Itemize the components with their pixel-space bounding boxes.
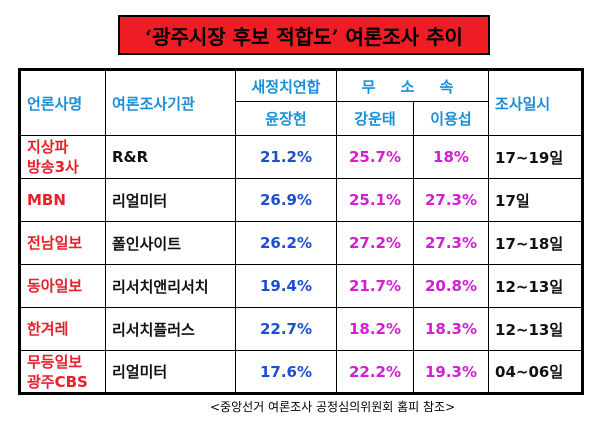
cell-lee: 27.3%: [412, 221, 490, 265]
header-candidate-kang: 강운태: [336, 101, 414, 136]
cell-date: 17일: [488, 178, 584, 222]
table-row: 한겨레 리서치플러스 22.7% 18.2% 18.3% 12~13일: [19, 307, 584, 351]
header-independent: 무 소 속: [335, 69, 490, 102]
cell-lee: 27.3%: [412, 178, 490, 222]
cell-lee: 20.8%: [412, 264, 490, 308]
cell-lee: 18.3%: [412, 307, 490, 351]
header-candidate-yoon: 윤장현: [235, 101, 337, 136]
cell-outlet: 전남일보: [19, 221, 106, 265]
source-note: <중앙선거 여론조사 공정심의위원회 홈피 참조>: [210, 400, 456, 414]
cell-yoon: 19.4%: [235, 264, 337, 308]
cell-yoon: 26.9%: [235, 178, 337, 222]
table-row: 지상파 방송3사 R&R 21.2% 25.7% 18% 17~19일: [19, 135, 584, 179]
cell-agency: 폴인사이트: [105, 221, 236, 265]
cell-outlet: MBN: [19, 178, 106, 222]
chart-title: ‘광주시장 후보 적합도’ 여론조사 추이: [118, 15, 490, 55]
cell-kang: 25.7%: [336, 135, 414, 179]
cell-kang: 18.2%: [336, 307, 414, 351]
header-date: 조사일시: [488, 69, 584, 136]
cell-yoon: 22.7%: [235, 307, 337, 351]
cell-kang: 27.2%: [336, 221, 414, 265]
cell-date: 17~19일: [488, 135, 584, 179]
cell-agency: 리서치플러스: [105, 307, 236, 351]
table-row: 무등일보 광주CBS 리얼미터 17.6% 22.2% 19.3% 04~06일: [19, 350, 584, 394]
cell-outlet: 지상파 방송3사: [19, 135, 106, 179]
cell-kang: 22.2%: [336, 350, 414, 394]
cell-lee: 18%: [412, 135, 490, 179]
cell-agency: 리얼미터: [105, 178, 236, 222]
table-row: 동아일보 리서치앤리서치 19.4% 21.7% 20.8% 12~13일: [19, 264, 584, 308]
cell-date: 12~13일: [488, 264, 584, 308]
cell-agency: 리얼미터: [105, 350, 236, 394]
cell-yoon: 26.2%: [235, 221, 337, 265]
cell-kang: 21.7%: [336, 264, 414, 308]
cell-outlet: 동아일보: [19, 264, 106, 308]
header-candidate-lee: 이용섭: [412, 101, 490, 136]
cell-yoon: 21.2%: [235, 135, 337, 179]
header-outlet: 언론사명: [19, 69, 106, 136]
cell-outlet: 한겨레: [19, 307, 106, 351]
cell-agency: 리서치앤리서치: [105, 264, 236, 308]
cell-kang: 25.1%: [336, 178, 414, 222]
header-agency: 여론조사기관: [105, 69, 236, 136]
cell-yoon: 17.6%: [235, 350, 337, 394]
header-party-coalition: 새정치연합: [235, 69, 337, 102]
cell-date: 04~06일: [488, 350, 584, 394]
cell-agency: R&R: [105, 135, 236, 179]
cell-date: 17~18일: [488, 221, 584, 265]
table-row: 전남일보 폴인사이트 26.2% 27.2% 27.3% 17~18일: [19, 221, 584, 265]
cell-outlet: 무등일보 광주CBS: [19, 350, 106, 394]
poll-table: 언론사명 여론조사기관 새정치연합 무 소 속 조사일시 윤장현 강운태 이용섭…: [18, 68, 585, 395]
table-row: MBN 리얼미터 26.9% 25.1% 27.3% 17일: [19, 178, 584, 222]
cell-lee: 19.3%: [412, 350, 490, 394]
cell-date: 12~13일: [488, 307, 584, 351]
